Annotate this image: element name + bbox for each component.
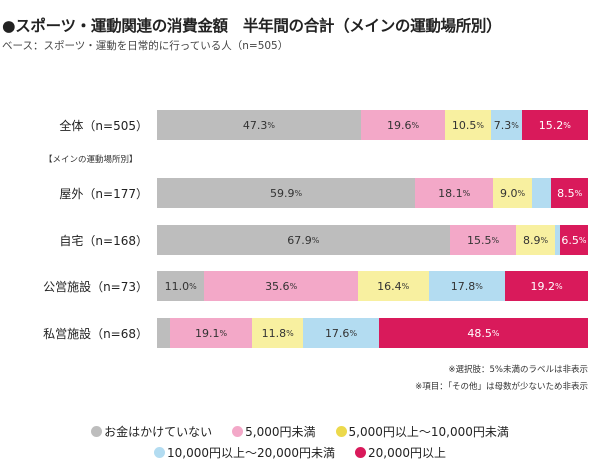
legend-label: 20,000円以上 xyxy=(367,446,446,460)
legend-label: 5,000円未満 xyxy=(245,425,316,439)
bar-row: 67.9% 15.5% 8.9% 6.5% xyxy=(157,225,588,255)
bar-segment: 35.6% xyxy=(204,271,358,301)
bar-segment: 15.5% xyxy=(449,225,517,255)
bar-segment: 11.8% xyxy=(252,318,304,348)
legend-label: 10,000円以上～20,000円未満 xyxy=(167,446,335,460)
bar-segment: 48.5% xyxy=(378,318,588,348)
bar-segment: 8.5% xyxy=(551,178,588,208)
legend-item: 20,000円以上 xyxy=(354,446,446,460)
legend-row: 10,000円以上～20,000円未満 20,000円以上 xyxy=(0,444,600,461)
bar-row: 11.0% 35.6% 16.4% 17.8% 19.2% xyxy=(157,271,588,301)
bar-segment: 59.9% xyxy=(157,178,416,208)
bar-segment xyxy=(157,318,170,348)
bar-segment: 15.2% xyxy=(522,110,588,140)
bar-segment: 19.1% xyxy=(169,318,253,348)
bar-segment: 16.4% xyxy=(357,271,429,301)
row-label: 私営施設（n=68） xyxy=(43,327,148,341)
row-label: 自宅（n=168） xyxy=(59,234,148,248)
legend-item: 5,000円以上～10,000円未満 xyxy=(335,425,509,439)
legend-dot-icon xyxy=(154,447,165,458)
bar-segment: 67.9% xyxy=(157,225,450,255)
row-label: 屋外（n=177） xyxy=(59,187,148,201)
bar-segment xyxy=(531,178,552,208)
legend-item: 10,000円以上～20,000円未満 xyxy=(154,446,335,460)
legend-dot-icon xyxy=(91,426,103,437)
bar-segment: 17.8% xyxy=(428,271,506,301)
group-label: 【メインの運動場所別】 xyxy=(44,155,138,165)
bar-segment: 7.3% xyxy=(490,110,523,140)
legend-item: 5,000円未満 xyxy=(232,425,316,439)
note-other-hidden: ※項目：「その他」は母数が少ないため非表示 xyxy=(415,382,588,392)
bar-segment: 19.6% xyxy=(360,110,446,140)
bar-segment xyxy=(554,225,560,255)
row-label: 公営施設（n=73） xyxy=(43,280,148,294)
legend-label: 5,000円以上～10,000円未満 xyxy=(348,425,509,439)
bar-segment: 11.0% xyxy=(157,271,205,301)
chart-subtitle: ベース：スポーツ・運動を日常的に行っている人（n=505） xyxy=(2,40,289,52)
legend-row: お金はかけていない 5,000円未満 5,000円以上～10,000円未満 xyxy=(0,423,600,440)
bar-segment: 17.6% xyxy=(303,318,379,348)
bar-segment: 18.1% xyxy=(415,178,494,208)
bar-segment: 9.0% xyxy=(493,178,532,208)
bar-segment: 19.2% xyxy=(505,271,588,301)
bar-segment: 8.9% xyxy=(516,225,555,255)
legend-item: お金はかけていない xyxy=(91,425,212,439)
legend-label: お金はかけていない xyxy=(104,425,213,439)
row-label: 全体（n=505） xyxy=(59,119,148,133)
bar-segment: 10.5% xyxy=(445,110,491,140)
bar-row: 47.3% 19.6% 10.5% 7.3% 15.2% xyxy=(157,110,588,140)
legend-dot-icon xyxy=(335,426,347,437)
legend-dot-icon xyxy=(232,426,244,437)
bar-row: 59.9% 18.1% 9.0% 8.5% xyxy=(157,178,588,208)
bar-segment: 6.5% xyxy=(559,225,588,255)
bar-segment: 47.3% xyxy=(157,110,361,140)
chart-title: ●スポーツ・運動関連の消費金額 半年間の合計（メインの運動場所別） xyxy=(2,17,502,35)
bar-row: 19.1% 11.8% 17.6% 48.5% xyxy=(157,318,588,348)
legend-dot-icon xyxy=(354,447,366,458)
note-label-threshold: ※選択肢：5%未満のラベルは非表示 xyxy=(448,365,588,375)
